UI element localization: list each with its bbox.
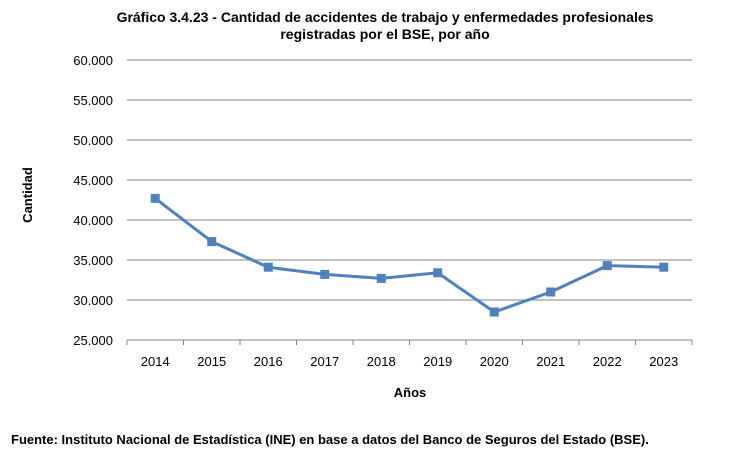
y-axis-title: Cantidad <box>20 167 35 223</box>
line-chart: 25.000 30.000 35.000 40.000 45.000 50.000 55.0… <box>20 53 693 400</box>
y-tick-label: 35.000 <box>73 253 113 268</box>
x-tick-label: 2021 <box>536 354 565 369</box>
x-tick-label: 2014 <box>141 354 170 369</box>
data-point <box>320 269 330 279</box>
x-tick-label: 2015 <box>197 354 226 369</box>
y-tick-label: 50.000 <box>73 133 113 148</box>
y-tick-label: 30.000 <box>73 293 113 308</box>
x-axis-title: Años <box>394 385 427 400</box>
x-tick-label: 2016 <box>254 354 283 369</box>
data-point <box>376 273 386 283</box>
y-tick-label: 45.000 <box>73 173 113 188</box>
x-tick-label: 2017 <box>310 354 339 369</box>
data-point <box>602 261 612 271</box>
chart-title-line-2: registradas por el BSE, por año <box>280 26 490 42</box>
x-tick-label: 2020 <box>480 354 509 369</box>
y-tick-label: 55.000 <box>73 93 113 108</box>
data-point <box>546 287 556 297</box>
data-point <box>659 262 669 272</box>
source-note: Fuente: Instituto Nacional de Estadístic… <box>11 432 649 447</box>
series-line <box>154 197 664 314</box>
x-tick-label: 2018 <box>367 354 396 369</box>
data-point <box>433 268 443 278</box>
x-tick-label: 2019 <box>423 354 452 369</box>
data-point <box>150 193 160 203</box>
data-point <box>489 307 499 317</box>
chart-title: Gráfico 3.4.23 - Cantidad de accidentes … <box>0 9 745 43</box>
y-tick-label: 25.000 <box>73 333 113 348</box>
y-tick-label: 60.000 <box>73 53 113 68</box>
y-tick-label: 40.000 <box>73 213 113 228</box>
x-tick-label: 2023 <box>649 354 678 369</box>
data-point <box>207 237 217 247</box>
data-markers <box>150 193 669 317</box>
x-tick-label: 2022 <box>593 354 622 369</box>
chart-title-line-1: Gráfico 3.4.23 - Cantidad de accidentes … <box>116 9 654 25</box>
y-axis-ticks: 25.000 30.000 35.000 40.000 45.000 50.000 55.0… <box>73 53 113 348</box>
data-point <box>263 262 273 272</box>
gridlines <box>127 59 692 301</box>
x-axis-ticks: 2014 2015 2016 2017 2018 2019 2020 2021 2022 2023 <box>126 340 693 369</box>
